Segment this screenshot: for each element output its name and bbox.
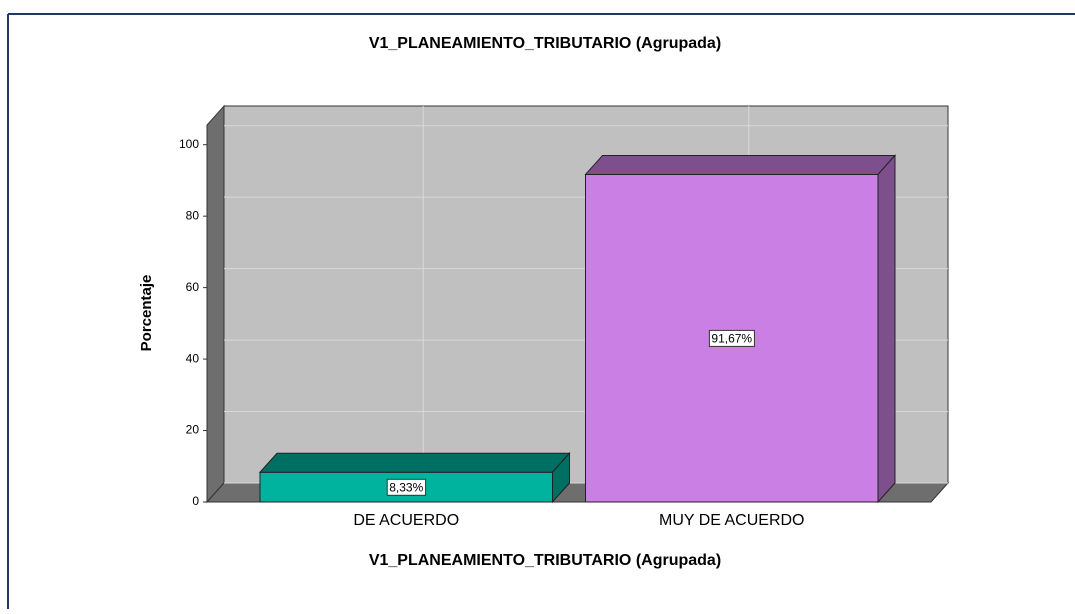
x-tick-label: DE ACUERDO — [353, 512, 459, 529]
y-tick-label: 60 — [186, 280, 200, 294]
y-tick-label: 0 — [192, 494, 199, 508]
data-label: 8,33% — [389, 480, 423, 494]
data-label-box — [708, 329, 755, 347]
y-tick-label: 80 — [186, 208, 200, 222]
bar-side — [552, 451, 570, 504]
bar — [584, 154, 897, 504]
y-axis-label: Porcentaje — [138, 275, 155, 352]
x-tick-label: MUY DE ACUERDO — [659, 512, 805, 529]
bar-side — [877, 154, 896, 504]
bar-top — [258, 452, 571, 473]
data-label: 91,67% — [711, 331, 752, 345]
data-label-box — [386, 478, 427, 496]
bar-top — [584, 154, 897, 175]
x-axis-label: V1_PLANEAMIENTO_TRIBUTARIO (Agrupada) — [369, 552, 721, 569]
y-tick-label: 40 — [186, 351, 200, 365]
left-wall — [206, 104, 225, 504]
y-tick-label: 20 — [186, 423, 200, 437]
y-tick-label: 100 — [179, 137, 199, 151]
chart-title: V1_PLANEAMIENTO_TRIBUTARIO (Agrupada) — [369, 35, 721, 52]
